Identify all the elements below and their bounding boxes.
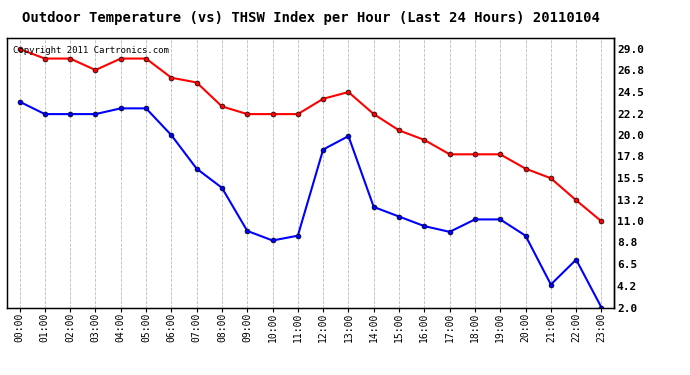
Text: Outdoor Temperature (vs) THSW Index per Hour (Last 24 Hours) 20110104: Outdoor Temperature (vs) THSW Index per … xyxy=(21,11,600,25)
Text: Copyright 2011 Cartronics.com: Copyright 2011 Cartronics.com xyxy=(13,46,169,55)
